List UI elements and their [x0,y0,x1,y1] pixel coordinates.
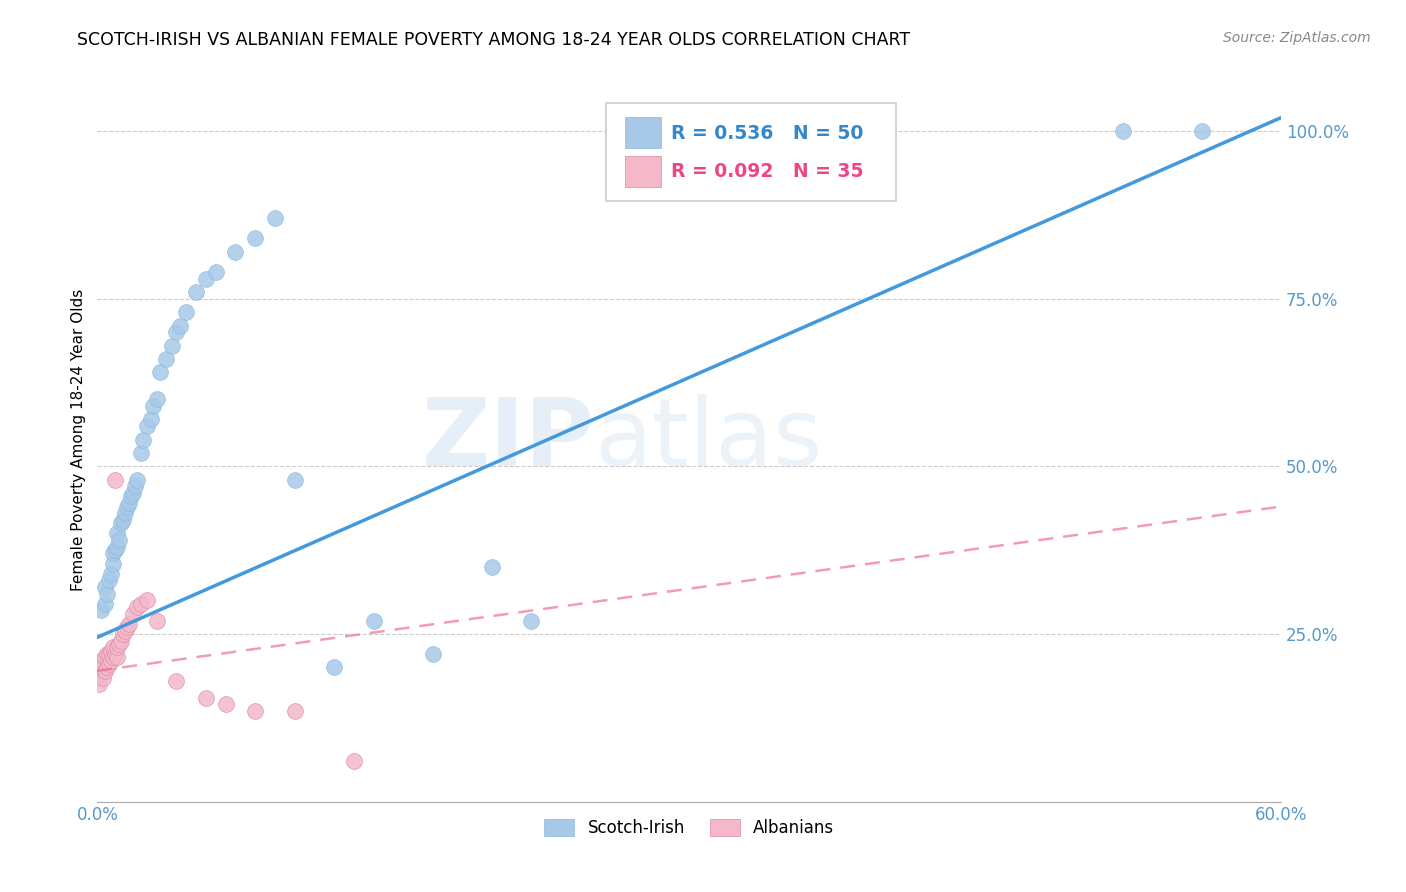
Text: SCOTCH-IRISH VS ALBANIAN FEMALE POVERTY AMONG 18-24 YEAR OLDS CORRELATION CHART: SCOTCH-IRISH VS ALBANIAN FEMALE POVERTY … [77,31,911,49]
Point [111,627,134,641]
Point [169,318,191,333]
Point [422,647,444,661]
Point [243,704,266,718]
Point [776,124,799,138]
Point [100,654,122,668]
Text: atlas: atlas [595,393,823,485]
Point [108,533,131,547]
Point [96,587,118,601]
Point [145,392,167,407]
Point [105,650,128,665]
Point [104,543,127,558]
Point [101,547,124,561]
Point [104,473,127,487]
Point [96,660,118,674]
Point [145,614,167,628]
Text: R = 0.536   N = 50: R = 0.536 N = 50 [672,124,863,143]
FancyBboxPatch shape [606,103,896,201]
Point [149,366,172,380]
FancyBboxPatch shape [626,156,661,186]
Point [129,597,152,611]
Point [110,633,132,648]
Point [94,580,117,594]
Point [343,755,366,769]
Point [94,650,117,665]
Point [135,593,157,607]
Text: ZIP: ZIP [422,393,595,485]
Point [194,271,217,285]
Point [94,664,117,678]
Point [224,244,246,259]
Y-axis label: Female Poverty Among 18-24 Year Olds: Female Poverty Among 18-24 Year Olds [72,288,86,591]
Point [98,574,121,588]
Point [363,614,385,628]
Point [284,704,307,718]
FancyBboxPatch shape [626,118,661,148]
Point [98,657,121,672]
Point [108,637,131,651]
Point [1191,124,1213,138]
Point [101,650,124,665]
Point [105,640,128,655]
Point [90,667,112,681]
Point [104,647,127,661]
Point [184,285,207,299]
Point [89,677,111,691]
Point [90,603,112,617]
Point [243,231,266,245]
Point [162,338,184,352]
Point [118,616,141,631]
Point [90,654,112,668]
Point [115,620,138,634]
Point [194,690,217,705]
Point [139,412,162,426]
Point [111,513,134,527]
Point [94,597,117,611]
Point [284,473,307,487]
Point [165,325,187,339]
Point [100,643,122,657]
Point [875,124,897,138]
Point [125,600,148,615]
Point [124,479,146,493]
Point [125,473,148,487]
Point [142,399,165,413]
Point [481,560,503,574]
Point [91,671,114,685]
Point [214,698,236,712]
Point [115,500,138,514]
Point [110,516,132,531]
Point [105,526,128,541]
Legend: Scotch-Irish, Albanians: Scotch-Irish, Albanians [537,813,841,844]
Point [114,506,136,520]
Point [105,540,128,554]
Point [101,557,124,571]
Point [678,124,700,138]
Point [114,624,136,638]
Point [118,496,141,510]
Point [135,419,157,434]
Point [91,660,114,674]
Point [174,305,197,319]
Point [1112,124,1135,138]
Point [120,490,142,504]
Text: Source: ZipAtlas.com: Source: ZipAtlas.com [1223,31,1371,45]
Point [155,352,177,367]
Point [323,660,346,674]
Point [121,607,143,621]
Point [96,647,118,661]
Point [132,433,155,447]
Point [121,486,143,500]
Point [100,566,122,581]
Point [165,673,187,688]
Point [129,446,152,460]
Text: R = 0.092   N = 35: R = 0.092 N = 35 [672,162,863,181]
Point [98,647,121,661]
Point [204,265,226,279]
Point [101,640,124,655]
Point [264,211,287,226]
Point [520,614,543,628]
